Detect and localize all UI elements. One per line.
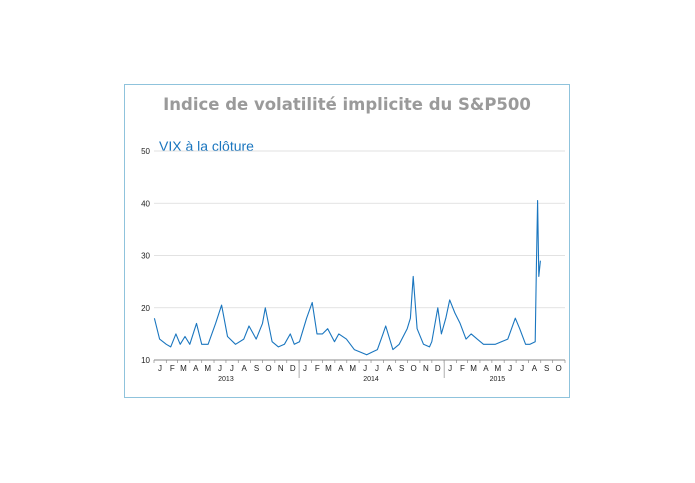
- x-month-label: O: [265, 364, 271, 373]
- year-label: 2013: [218, 376, 234, 383]
- x-month-label: M: [204, 364, 211, 373]
- x-month-label: A: [532, 364, 538, 373]
- series-label: VIX à la clôture: [159, 138, 254, 154]
- x-month-label: F: [170, 364, 175, 373]
- x-month-label: O: [556, 364, 562, 373]
- x-month-label: D: [290, 364, 296, 373]
- x-month-label: N: [278, 364, 284, 373]
- y-tick-label: 50: [141, 147, 150, 156]
- x-month-label: J: [303, 364, 307, 373]
- x-month-label: J: [230, 364, 234, 373]
- x-month-label: M: [470, 364, 477, 373]
- x-month-label: M: [325, 364, 332, 373]
- chart-title: Indice de volatilité implicite du S&P500: [163, 95, 531, 114]
- x-month-label: D: [435, 364, 441, 373]
- x-month-label: J: [508, 364, 512, 373]
- x-month-label: J: [375, 364, 379, 373]
- x-month-label: J: [520, 364, 524, 373]
- x-month-label: S: [544, 364, 549, 373]
- x-month-label: S: [254, 364, 259, 373]
- year-label: 2015: [490, 376, 506, 383]
- x-month-label: M: [494, 364, 501, 373]
- x-month-label: N: [423, 364, 429, 373]
- x-month-label: F: [460, 364, 465, 373]
- y-tick-label: 10: [141, 356, 150, 365]
- y-tick-label: 40: [141, 199, 150, 208]
- x-month-label: A: [338, 364, 344, 373]
- series-line-vix: [153, 200, 541, 356]
- y-tick-label: 20: [141, 304, 150, 313]
- x-month-label: A: [193, 364, 199, 373]
- x-month-label: M: [180, 364, 187, 373]
- x-month-label: J: [448, 364, 452, 373]
- x-month-label: J: [363, 364, 367, 373]
- x-month-label: S: [399, 364, 404, 373]
- chart-frame: Indice de volatilité implicite du S&P500…: [124, 84, 570, 398]
- x-month-label: O: [410, 364, 416, 373]
- x-month-label: A: [483, 364, 489, 373]
- y-tick-label: 30: [141, 252, 150, 261]
- x-month-label: J: [158, 364, 162, 373]
- x-month-label: A: [242, 364, 248, 373]
- x-month-label: F: [315, 364, 320, 373]
- x-month-label: A: [387, 364, 393, 373]
- x-month-label: M: [349, 364, 356, 373]
- x-month-label: J: [218, 364, 222, 373]
- year-label: 2014: [363, 376, 379, 383]
